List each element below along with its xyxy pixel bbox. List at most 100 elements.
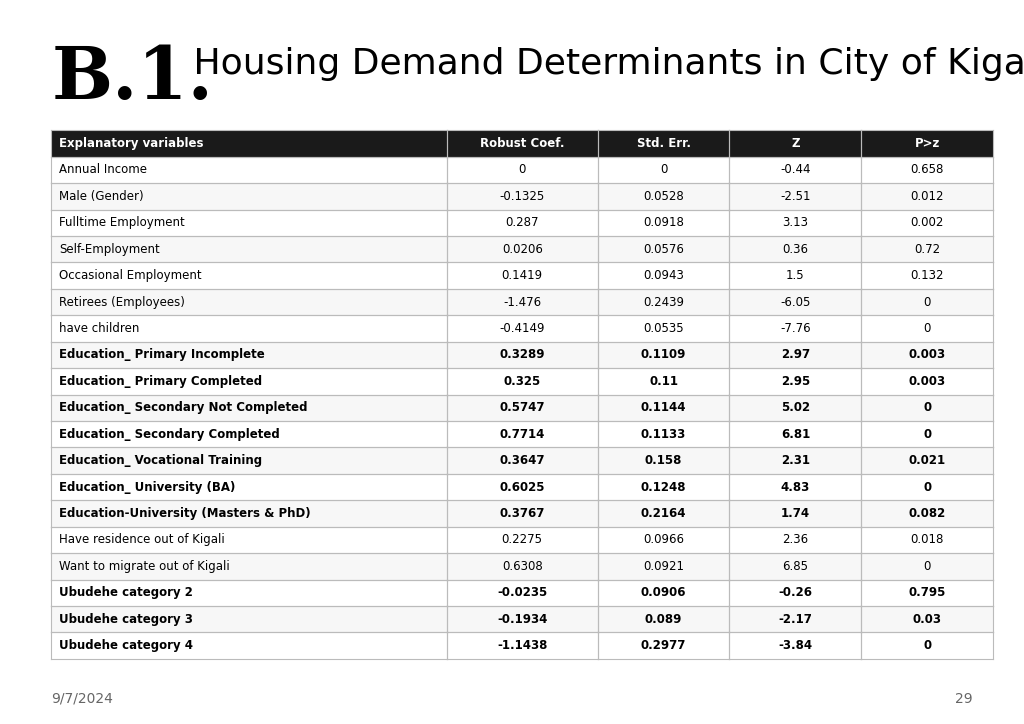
Text: -0.44: -0.44: [780, 164, 811, 177]
Text: 29: 29: [955, 692, 973, 706]
Text: Education_ Vocational Training: Education_ Vocational Training: [59, 454, 262, 467]
Text: Education-University (Masters & PhD): Education-University (Masters & PhD): [59, 507, 311, 520]
Text: 0.2164: 0.2164: [641, 507, 686, 520]
Text: 0: 0: [924, 401, 932, 414]
Text: 6.81: 6.81: [781, 428, 810, 441]
Text: 0.158: 0.158: [645, 454, 682, 467]
Text: -0.1325: -0.1325: [500, 190, 545, 203]
Text: 0.6308: 0.6308: [502, 560, 543, 573]
Text: Annual Income: Annual Income: [59, 164, 147, 177]
Text: Retirees (Employees): Retirees (Employees): [59, 295, 185, 308]
Text: 2.36: 2.36: [782, 534, 809, 547]
Text: 0.658: 0.658: [910, 164, 944, 177]
Text: 0.003: 0.003: [908, 375, 946, 388]
Text: 0.089: 0.089: [645, 613, 682, 626]
Text: 0.5747: 0.5747: [500, 401, 545, 414]
Text: 0.003: 0.003: [908, 348, 946, 361]
Text: 0.0921: 0.0921: [643, 560, 684, 573]
Text: 1.5: 1.5: [786, 269, 805, 282]
Text: 0.0918: 0.0918: [643, 216, 684, 230]
Text: Ubudehe category 4: Ubudehe category 4: [59, 639, 194, 652]
Text: 0.018: 0.018: [910, 534, 944, 547]
Text: 4.83: 4.83: [781, 481, 810, 494]
Text: Self-Employment: Self-Employment: [59, 243, 160, 256]
Text: 0: 0: [659, 164, 668, 177]
Text: 9/7/2024: 9/7/2024: [51, 692, 113, 706]
Text: -1.476: -1.476: [503, 295, 542, 308]
Text: Ubudehe category 3: Ubudehe category 3: [59, 613, 194, 626]
Text: 0.002: 0.002: [910, 216, 944, 230]
Text: 6.85: 6.85: [782, 560, 808, 573]
Text: Occasional Employment: Occasional Employment: [59, 269, 202, 282]
Text: Education_ University (BA): Education_ University (BA): [59, 481, 236, 494]
Text: 1.74: 1.74: [781, 507, 810, 520]
Text: Z: Z: [792, 137, 800, 150]
Text: 0: 0: [518, 164, 526, 177]
Text: 0.2439: 0.2439: [643, 295, 684, 308]
Text: 2.31: 2.31: [781, 454, 810, 467]
Text: 0.1109: 0.1109: [641, 348, 686, 361]
Text: 0.7714: 0.7714: [500, 428, 545, 441]
Text: 0.3289: 0.3289: [500, 348, 545, 361]
Text: Have residence out of Kigali: Have residence out of Kigali: [59, 534, 225, 547]
Text: 0.2275: 0.2275: [502, 534, 543, 547]
Text: 0.132: 0.132: [910, 269, 944, 282]
Text: 0: 0: [924, 481, 932, 494]
Text: Male (Gender): Male (Gender): [59, 190, 144, 203]
Text: 0.325: 0.325: [504, 375, 541, 388]
Text: 0.0576: 0.0576: [643, 243, 684, 256]
Text: 0.795: 0.795: [908, 586, 946, 599]
Text: Education_ Secondary Not Completed: Education_ Secondary Not Completed: [59, 401, 308, 414]
Text: -2.51: -2.51: [780, 190, 811, 203]
Text: 0.1248: 0.1248: [641, 481, 686, 494]
Text: 2.95: 2.95: [781, 375, 810, 388]
Text: Std. Err.: Std. Err.: [637, 137, 690, 150]
Text: 0.0206: 0.0206: [502, 243, 543, 256]
Text: 0.3767: 0.3767: [500, 507, 545, 520]
Text: Education_ Primary Completed: Education_ Primary Completed: [59, 375, 262, 388]
Text: Want to migrate out of Kigali: Want to migrate out of Kigali: [59, 560, 230, 573]
Text: 0.012: 0.012: [910, 190, 944, 203]
Text: P>z: P>z: [914, 137, 940, 150]
Text: -0.26: -0.26: [778, 586, 812, 599]
Text: -0.0235: -0.0235: [497, 586, 548, 599]
Text: -3.84: -3.84: [778, 639, 812, 652]
Text: have children: have children: [59, 322, 139, 335]
Text: Robust Coef.: Robust Coef.: [480, 137, 564, 150]
Text: 0: 0: [924, 322, 931, 335]
Text: 0.0906: 0.0906: [641, 586, 686, 599]
Text: 0.0943: 0.0943: [643, 269, 684, 282]
Text: Explanatory variables: Explanatory variables: [59, 137, 204, 150]
Text: 0.03: 0.03: [912, 613, 942, 626]
Text: Fulltime Employment: Fulltime Employment: [59, 216, 185, 230]
Text: 0: 0: [924, 639, 932, 652]
Text: -2.17: -2.17: [778, 613, 812, 626]
Text: Education_ Secondary Completed: Education_ Secondary Completed: [59, 428, 281, 441]
Text: Education_ Primary Incomplete: Education_ Primary Incomplete: [59, 348, 265, 361]
Text: 0.0528: 0.0528: [643, 190, 684, 203]
Text: 0.021: 0.021: [908, 454, 946, 467]
Text: B.1.: B.1.: [51, 43, 213, 114]
Text: 0.1144: 0.1144: [641, 401, 686, 414]
Text: Ubudehe category 2: Ubudehe category 2: [59, 586, 194, 599]
Text: -6.05: -6.05: [780, 295, 811, 308]
Text: 3.13: 3.13: [782, 216, 808, 230]
Text: 0.0966: 0.0966: [643, 534, 684, 547]
Text: 0.0535: 0.0535: [643, 322, 684, 335]
Text: 0.6025: 0.6025: [500, 481, 545, 494]
Text: -7.76: -7.76: [780, 322, 811, 335]
Text: 0: 0: [924, 560, 931, 573]
Text: 0.36: 0.36: [782, 243, 808, 256]
Text: 0: 0: [924, 295, 931, 308]
Text: 0.2977: 0.2977: [641, 639, 686, 652]
Text: -0.4149: -0.4149: [500, 322, 545, 335]
Text: 0.082: 0.082: [908, 507, 946, 520]
Text: 0.3647: 0.3647: [500, 454, 545, 467]
Text: -0.1934: -0.1934: [497, 613, 548, 626]
Text: 0.11: 0.11: [649, 375, 678, 388]
Text: Housing Demand Determinants in City of Kigali: Housing Demand Determinants in City of K…: [182, 47, 1024, 81]
Text: 5.02: 5.02: [781, 401, 810, 414]
Text: 0.287: 0.287: [506, 216, 539, 230]
Text: -1.1438: -1.1438: [497, 639, 548, 652]
Text: 0.72: 0.72: [914, 243, 940, 256]
